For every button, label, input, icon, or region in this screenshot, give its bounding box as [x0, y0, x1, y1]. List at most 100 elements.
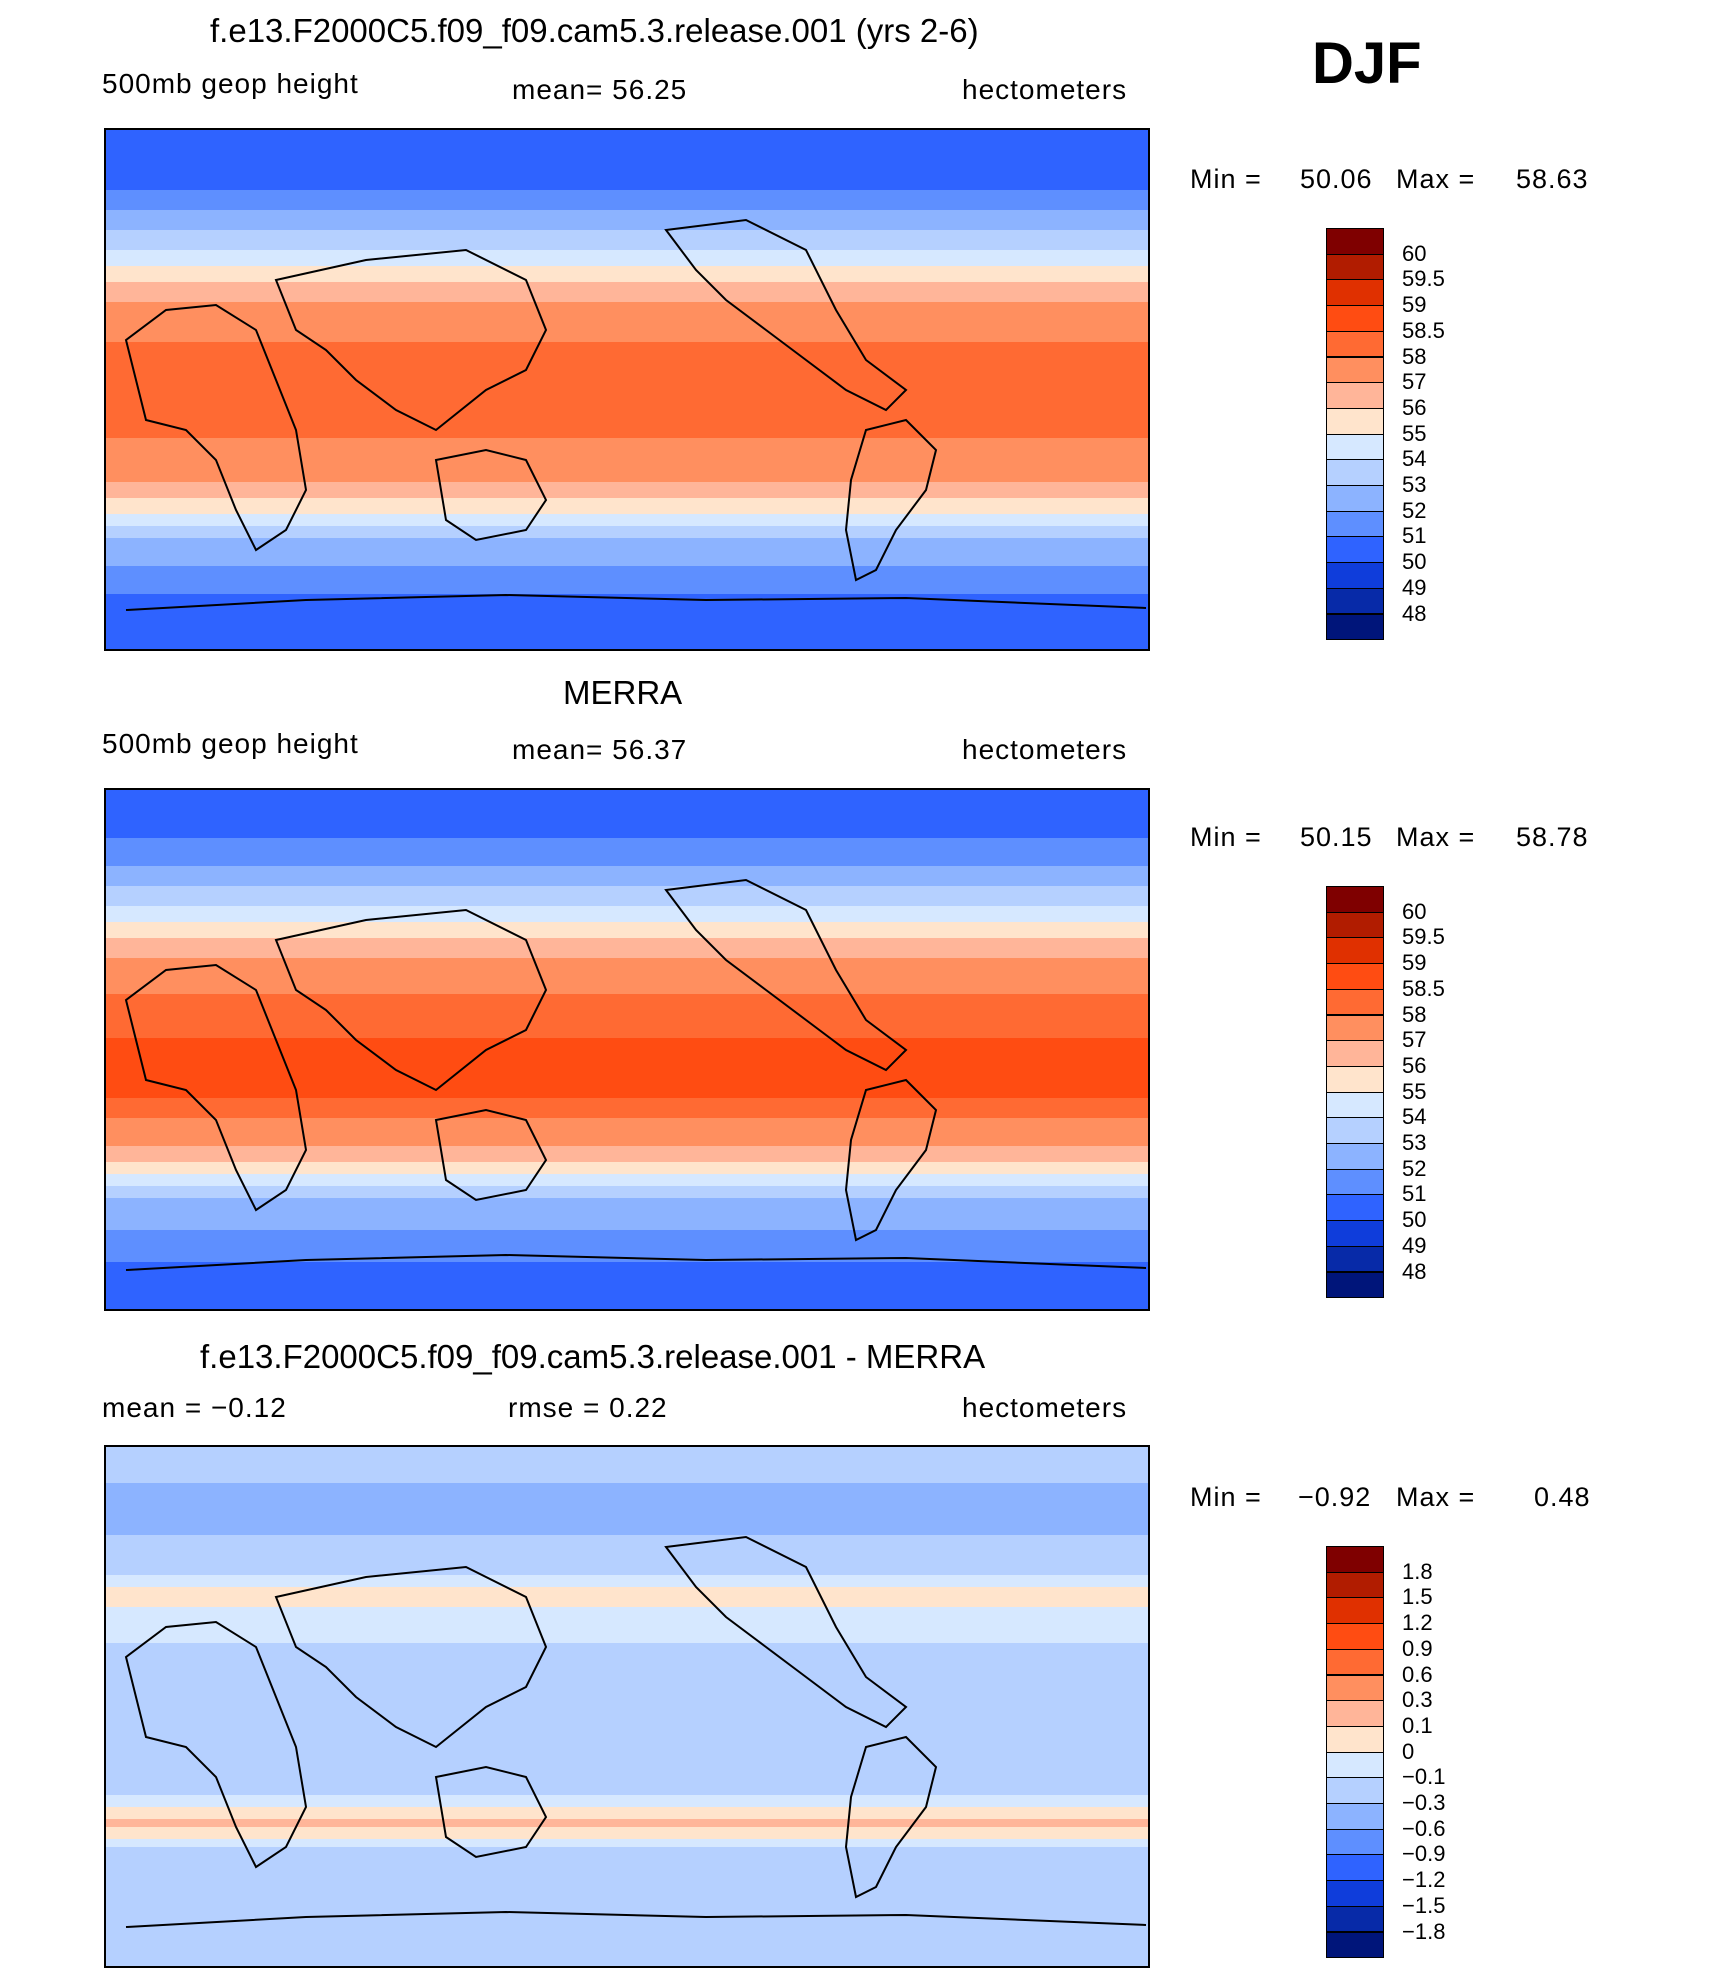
field-band	[106, 1799, 1148, 1804]
field-band	[106, 1875, 1148, 1880]
colorbar-swatch	[1326, 1674, 1384, 1702]
field-band	[106, 1098, 1148, 1103]
field-band	[106, 610, 1148, 615]
field-band	[106, 870, 1148, 875]
field-band	[106, 366, 1148, 371]
field-band	[106, 798, 1148, 803]
field-band	[106, 1483, 1148, 1488]
field-band	[106, 1619, 1148, 1624]
field-band	[106, 1955, 1148, 1960]
field-band	[106, 1126, 1148, 1131]
colorbar-swatch	[1326, 886, 1384, 913]
field-band	[106, 246, 1148, 251]
colorbar-label: 56	[1402, 1052, 1427, 1078]
field-band	[106, 150, 1148, 155]
field-band	[106, 1254, 1148, 1259]
colorbar-label: 49	[1402, 574, 1427, 600]
field-band	[106, 1771, 1148, 1776]
panel-1-variable-label: 500mb geop height	[102, 68, 359, 99]
field-band	[106, 1807, 1148, 1812]
colorbar-swatch	[1326, 1065, 1384, 1093]
field-band	[106, 1070, 1148, 1075]
field-band	[106, 1058, 1148, 1063]
field-band	[106, 930, 1148, 935]
field-band	[106, 1951, 1148, 1956]
colorbar-label: 50	[1402, 549, 1427, 575]
field-band	[106, 1174, 1148, 1179]
field-band	[106, 566, 1148, 571]
field-band	[106, 1871, 1148, 1876]
field-band	[106, 1767, 1148, 1772]
field-band	[106, 922, 1148, 927]
colorbar-swatch	[1326, 356, 1384, 384]
field-band	[106, 1959, 1148, 1964]
field-band	[106, 1170, 1148, 1175]
field-band	[106, 302, 1148, 307]
colorbar-label: 58	[1402, 1001, 1427, 1027]
field-band	[106, 1190, 1148, 1195]
field-band	[106, 846, 1148, 851]
field-band	[106, 1943, 1148, 1948]
colorbar-label: 59.5	[1402, 266, 1445, 292]
colorbar-swatch	[1326, 459, 1384, 486]
field-band	[106, 530, 1148, 535]
field-band	[106, 638, 1148, 643]
field-band	[106, 410, 1148, 415]
field-band	[106, 1218, 1148, 1223]
field-band	[106, 814, 1148, 819]
field-band	[106, 1775, 1148, 1780]
field-band	[106, 858, 1148, 863]
field-band	[106, 1214, 1148, 1219]
field-band	[106, 1515, 1148, 1520]
field-band	[106, 1158, 1148, 1163]
colorbar-label: 51	[1402, 523, 1427, 549]
field-band	[106, 634, 1148, 639]
field-band	[106, 998, 1148, 1003]
field-band	[106, 918, 1148, 923]
panel-3-field	[106, 1447, 1148, 1966]
colorbar-swatch	[1326, 1725, 1384, 1753]
colorbar-swatch	[1326, 562, 1384, 589]
field-band	[106, 1122, 1148, 1127]
field-band	[106, 894, 1148, 899]
field-band	[106, 950, 1148, 955]
field-band	[106, 1074, 1148, 1079]
field-band	[106, 1895, 1148, 1900]
field-band	[106, 318, 1148, 323]
field-band	[106, 1747, 1148, 1752]
field-band	[106, 1627, 1148, 1632]
colorbar-label: −0.6	[1402, 1815, 1446, 1841]
field-band	[106, 1066, 1148, 1071]
field-band	[106, 258, 1148, 263]
field-band	[106, 1671, 1148, 1676]
field-band	[106, 142, 1148, 147]
field-band	[106, 1206, 1148, 1211]
field-band	[106, 1543, 1148, 1548]
field-band	[106, 1699, 1148, 1704]
field-band	[106, 182, 1148, 187]
panel-3-max-value: 0.48	[1534, 1482, 1591, 1512]
field-band	[106, 882, 1148, 887]
field-band	[106, 1915, 1148, 1920]
field-band	[106, 214, 1148, 219]
field-band	[106, 1603, 1148, 1608]
field-band	[106, 966, 1148, 971]
field-band	[106, 1270, 1148, 1275]
field-band	[106, 938, 1148, 943]
field-band	[106, 822, 1148, 827]
colorbar-label: 59.5	[1402, 924, 1445, 950]
colorbar-label: −1.2	[1402, 1867, 1446, 1893]
field-band	[106, 434, 1148, 439]
field-band	[106, 1835, 1148, 1840]
field-band	[106, 1531, 1148, 1536]
field-band	[106, 570, 1148, 575]
field-band	[106, 1727, 1148, 1732]
field-band	[106, 1703, 1148, 1708]
field-band	[106, 1278, 1148, 1283]
field-band	[106, 270, 1148, 275]
field-band	[106, 914, 1148, 919]
field-band	[106, 210, 1148, 215]
field-band	[106, 838, 1148, 843]
field-band	[106, 1054, 1148, 1059]
field-band	[106, 330, 1148, 335]
